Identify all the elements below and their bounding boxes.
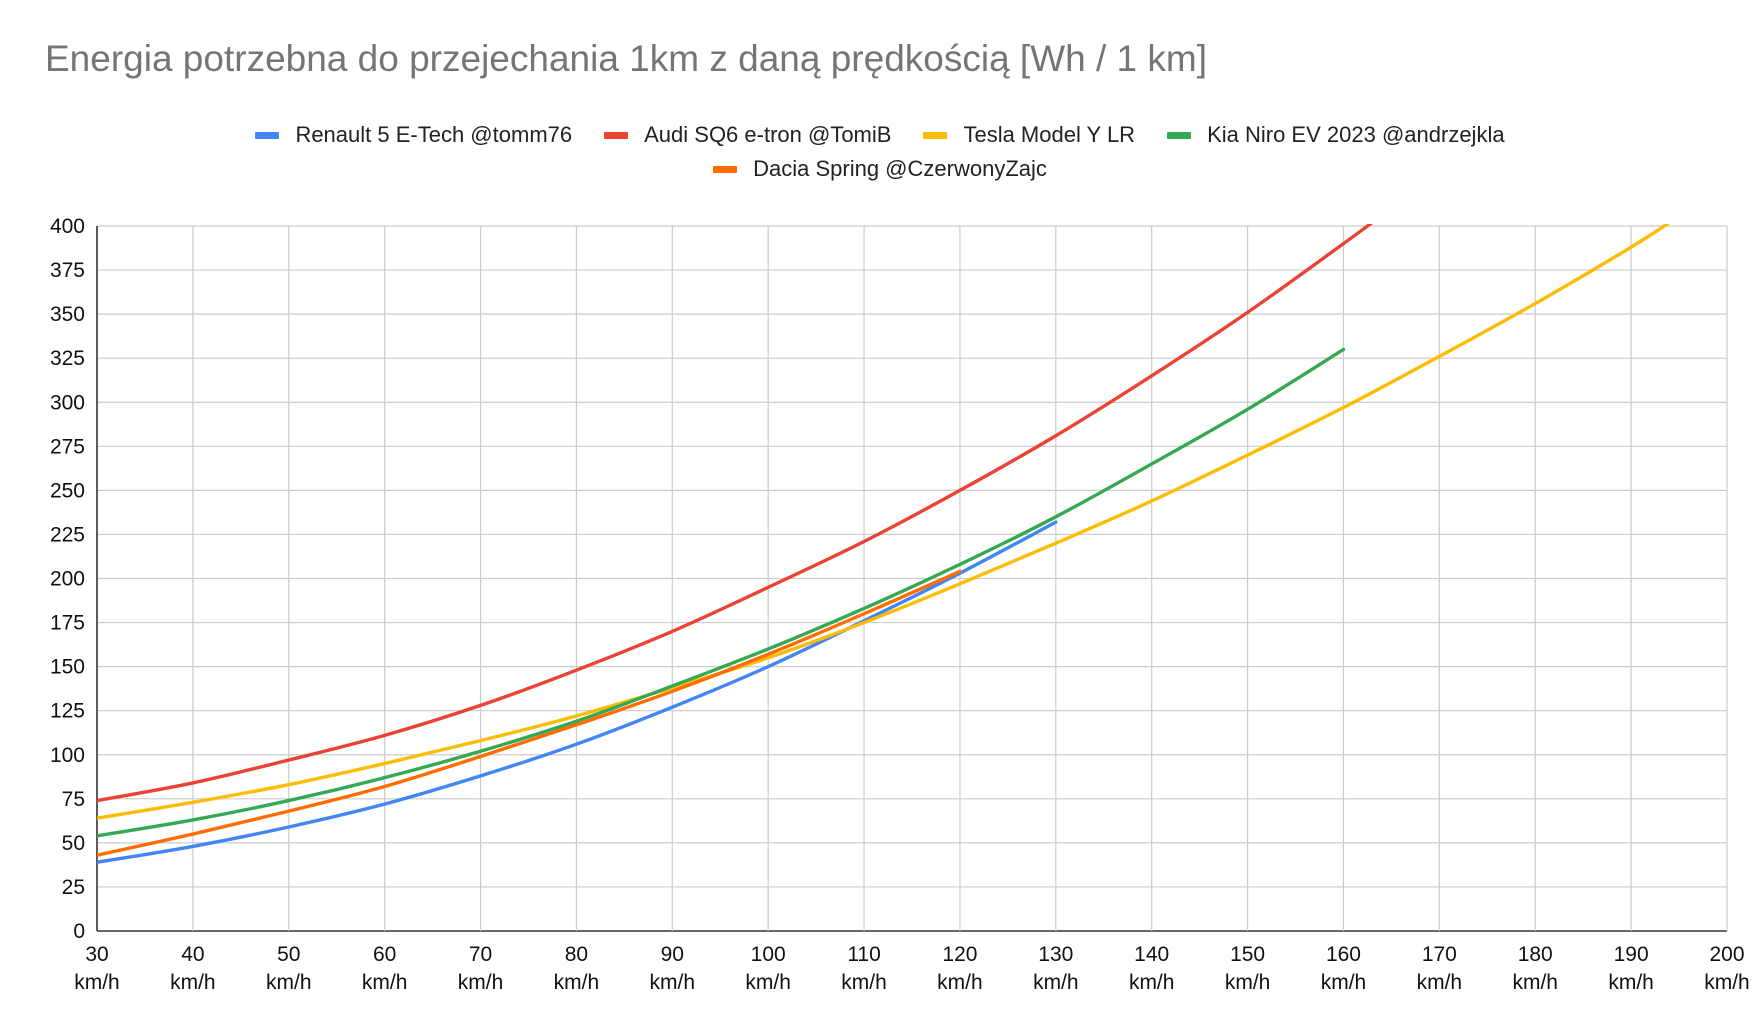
- x-tick-unit: km/h: [458, 971, 504, 994]
- x-tick-unit: km/h: [1512, 971, 1558, 994]
- x-tick-label: 160: [1326, 943, 1361, 966]
- x-tick-label: 60: [373, 943, 396, 966]
- legend-row-1: Renault 5 E-Tech @tomm76 Audi SQ6 e-tron…: [0, 118, 1760, 152]
- y-tick-label: 400: [50, 215, 85, 238]
- legend-item-kia[interactable]: Kia Niro EV 2023 @andrzejkla: [1167, 122, 1505, 148]
- legend-label-kia: Kia Niro EV 2023 @andrzejkla: [1207, 122, 1505, 147]
- x-tick-unit: km/h: [650, 971, 696, 994]
- x-tick-label: 30: [85, 943, 108, 966]
- x-tick-label: 180: [1518, 943, 1553, 966]
- y-tick-label: 0: [73, 920, 85, 943]
- x-tick-unit: km/h: [937, 971, 983, 994]
- x-tick-label: 190: [1614, 943, 1649, 966]
- y-tick-label: 125: [50, 700, 85, 723]
- y-tick-label: 350: [50, 303, 85, 326]
- legend-item-tesla[interactable]: Tesla Model Y LR: [923, 122, 1135, 148]
- legend-item-dacia[interactable]: Dacia Spring @CzerwonyZajc: [713, 156, 1047, 182]
- x-tick-unit: km/h: [1704, 971, 1750, 994]
- axes: 0 25 50 75 100 125 150 175 200 225 250 275 300 325 350…: [50, 215, 1750, 994]
- x-tick-unit: km/h: [1225, 971, 1271, 994]
- x-tick-unit: km/h: [1417, 971, 1463, 994]
- series-line-dacia: [97, 569, 962, 857]
- series-line-audi: [97, 224, 1374, 803]
- legend-swatch-audi: [604, 131, 629, 139]
- x-tick-label: 40: [181, 943, 204, 966]
- legend-swatch-tesla: [923, 131, 948, 139]
- grid-lines: [96, 225, 1728, 932]
- legend-label-audi: Audi SQ6 e-tron @TomiB: [644, 122, 892, 147]
- legend-item-renault[interactable]: Renault 5 E-Tech @tomm76: [255, 122, 572, 148]
- legend-label-renault: Renault 5 E-Tech @tomm76: [295, 122, 573, 147]
- x-tick-label: 90: [661, 943, 684, 966]
- x-tick-label: 100: [751, 943, 786, 966]
- legend-row-2: Dacia Spring @CzerwonyZajc: [0, 152, 1760, 186]
- y-tick-label: 25: [62, 876, 85, 899]
- series-line-kia: [97, 347, 1346, 838]
- y-tick-label: 325: [50, 347, 85, 370]
- y-tick-label: 50: [62, 832, 85, 855]
- x-tick-unit: km/h: [1033, 971, 1079, 994]
- series-line-tesla: [97, 224, 1671, 820]
- x-tick-unit: km/h: [554, 971, 600, 994]
- legend-item-audi[interactable]: Audi SQ6 e-tron @TomiB: [604, 122, 891, 148]
- legend-label-tesla: Tesla Model Y LR: [963, 122, 1136, 147]
- chart-title: Energia potrzebna do przejechania 1km z …: [45, 38, 1208, 79]
- legend-swatch-kia: [1167, 131, 1192, 139]
- legend-label-dacia: Dacia Spring @CzerwonyZajc: [753, 156, 1047, 181]
- legend: Renault 5 E-Tech @tomm76 Audi SQ6 e-tron…: [0, 118, 1760, 186]
- x-tick-label: 200: [1709, 943, 1744, 966]
- x-tick-unit: km/h: [170, 971, 216, 994]
- x-tick-label: 70: [469, 943, 492, 966]
- y-tick-label: 375: [50, 259, 85, 282]
- x-tick-label: 110: [847, 943, 880, 966]
- x-tick-unit: km/h: [362, 971, 408, 994]
- x-tick-label: 140: [1134, 943, 1169, 966]
- legend-swatch-renault: [255, 131, 280, 139]
- series-line-renault: [97, 520, 1058, 864]
- y-tick-label: 100: [50, 744, 85, 767]
- y-tick-label: 225: [50, 523, 85, 546]
- y-tick-label: 175: [50, 612, 85, 635]
- x-tick-unit: km/h: [1608, 971, 1654, 994]
- x-tick-label: 130: [1038, 943, 1073, 966]
- x-tick-label: 50: [277, 943, 300, 966]
- x-tick-unit: km/h: [745, 971, 791, 994]
- x-tick-unit: km/h: [266, 971, 312, 994]
- x-tick-label: 150: [1230, 943, 1265, 966]
- x-tick-unit: km/h: [1129, 971, 1175, 994]
- x-tick-label: 120: [942, 943, 977, 966]
- x-tick-unit: km/h: [1321, 971, 1367, 994]
- series-lines: [97, 224, 1671, 864]
- x-tick-unit: km/h: [841, 971, 887, 994]
- y-tick-label: 300: [50, 391, 85, 414]
- y-tick-label: 200: [50, 568, 85, 591]
- y-tick-label: 150: [50, 656, 85, 679]
- y-tick-label: 275: [50, 435, 85, 458]
- x-tick-label: 170: [1422, 943, 1457, 966]
- x-tick-unit: km/h: [74, 971, 120, 994]
- x-tick-label: 80: [565, 943, 588, 966]
- y-tick-label: 75: [62, 788, 85, 811]
- y-tick-label: 250: [50, 479, 85, 502]
- legend-swatch-dacia: [713, 165, 738, 173]
